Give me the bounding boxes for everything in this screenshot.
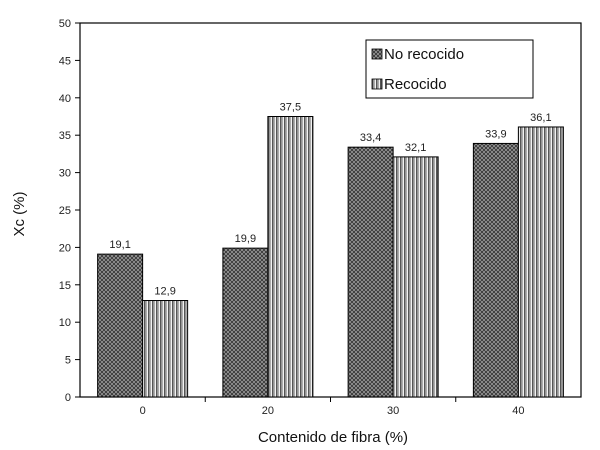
bar-no-recocido-20: [222, 247, 269, 398]
data-label: 19,9: [235, 233, 256, 245]
data-label: 37,5: [280, 102, 301, 114]
y-tick-label: 30: [59, 168, 71, 180]
bar-recocido-20: [267, 116, 314, 398]
x-tick-label: 0: [140, 405, 146, 417]
bar-recocido-0: [142, 300, 189, 398]
legend-label-recocido: Recocido: [384, 76, 447, 93]
data-label: 32,1: [405, 142, 426, 154]
data-label: 36,1: [530, 112, 551, 124]
x-tick-label: 20: [262, 405, 274, 417]
x-axis: 0 20 30 40: [140, 397, 525, 417]
data-label: 12,9: [154, 286, 175, 298]
y-axis-title: Xc (%): [11, 191, 28, 236]
data-label: 33,4: [360, 132, 381, 144]
y-axis: 0 5 10 15 20 25 30 35 40 45 50: [59, 18, 80, 404]
bar-no-recocido-40: [472, 142, 519, 398]
y-tick-label: 45: [59, 55, 71, 67]
bars: 19,1 12,9 19,9 37,5 33,4 32,1 33,9 36,1: [97, 102, 564, 398]
legend-swatch-no-recocido: [371, 48, 383, 60]
y-tick-label: 15: [59, 280, 71, 292]
bar-no-recocido-30: [347, 146, 394, 398]
y-tick-label: 50: [59, 18, 71, 30]
legend: No recocido Recocido: [365, 39, 534, 99]
data-label: 19,1: [109, 239, 130, 251]
legend-box: [365, 39, 534, 99]
y-tick-label: 0: [65, 392, 71, 404]
y-tick-label: 20: [59, 242, 71, 254]
legend-swatch-recocido: [371, 78, 383, 90]
bar-recocido-30: [392, 156, 439, 398]
y-tick-label: 5: [65, 355, 71, 367]
bar-recocido-40: [517, 126, 564, 398]
y-tick-label: 35: [59, 130, 71, 142]
data-label: 33,9: [485, 128, 506, 140]
legend-label-no-recocido: No recocido: [384, 46, 464, 63]
x-axis-title: Contenido de fibra (%): [258, 429, 408, 446]
y-tick-label: 10: [59, 317, 71, 329]
x-tick-label: 30: [387, 405, 399, 417]
x-tick-label: 40: [512, 405, 524, 417]
bar-no-recocido-0: [97, 253, 144, 398]
y-tick-label: 25: [59, 205, 71, 217]
y-tick-label: 40: [59, 93, 71, 105]
